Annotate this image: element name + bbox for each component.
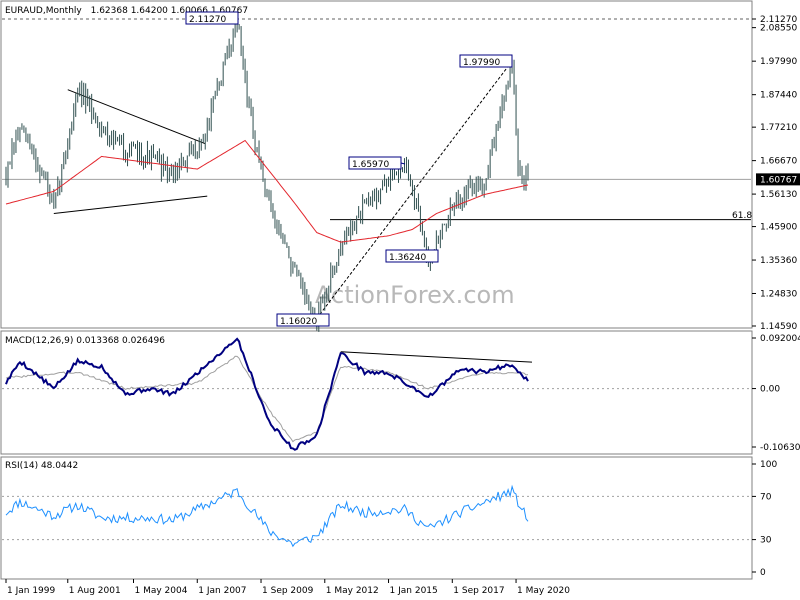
macd-y-tick-label: 0.00 — [760, 385, 780, 395]
macd-line — [5, 337, 529, 451]
macd-signal-line — [5, 355, 529, 443]
price-y-tick-label: 2.11270 — [760, 15, 797, 25]
price-y-tick-label: 1.97990 — [760, 57, 797, 67]
annotation-label: 1.16020 — [280, 317, 317, 327]
annotation-label: 1.97990 — [463, 58, 500, 68]
triangle-upper-trendline — [67, 89, 206, 145]
ohlc-values: 1.62368 1.64200 1.60066 1.60767 — [91, 6, 248, 16]
rsi-y-tick-label: 100 — [760, 460, 777, 470]
price-y-tick-label: 1.14590 — [760, 322, 797, 332]
x-tick-label: 1 May 2004 — [135, 586, 188, 596]
rsi-panel-title: RSI(14) 48.0442 — [5, 461, 78, 471]
annotation-label: 1.65970 — [352, 160, 389, 170]
x-tick-label: 1 Jan 1999 — [7, 586, 55, 596]
macd-y-tick-label: -0.106308 — [760, 443, 800, 453]
price-y-tick-label: 1.35360 — [760, 256, 797, 266]
rsi-panel-frame — [0, 456, 753, 580]
x-tick-label: 1 May 2012 — [326, 586, 379, 596]
x-tick-label: 1 May 2020 — [517, 586, 570, 596]
current-price-label: 1.60767 — [760, 175, 797, 185]
macd-panel-frame — [0, 330, 753, 455]
fib-level-label: 61.8 — [732, 211, 752, 221]
price-panel-title: EURAUD,Monthly 1.62368 1.64200 1.60066 1… — [5, 6, 248, 16]
moving-average-line — [5, 139, 529, 243]
rsi-y-tick-label: 70 — [760, 492, 772, 502]
annotation-label: 1.36240 — [389, 253, 426, 263]
x-tick-label: 1 Jan 2015 — [390, 586, 438, 596]
price-y-tick-label: 1.56130 — [760, 190, 797, 200]
x-tick-label: 1 Sep 2017 — [453, 586, 504, 596]
x-tick-label: 1 Sep 2009 — [262, 586, 314, 596]
macd-resistance-trendline — [340, 351, 533, 363]
triangle-lower-trendline — [53, 195, 208, 215]
price-y-tick-label: 1.45900 — [760, 223, 797, 233]
macd-panel-title: MACD(12,26,9) 0.013368 0.026496 — [5, 336, 165, 346]
annotation-label: 2.11270 — [189, 15, 226, 25]
price-panel-frame — [0, 0, 753, 329]
price-y-tick-label: 1.77210 — [760, 123, 797, 133]
price-y-tick-label: 2.08550 — [760, 24, 797, 34]
x-tick-label: 1 Jan 2007 — [198, 586, 246, 596]
current-price-box — [756, 173, 800, 186]
rsi-y-tick-label: 0 — [760, 568, 766, 578]
macd-y-tick-label: 0.092004 — [760, 334, 800, 344]
rsi-y-tick-label: 30 — [760, 536, 772, 546]
symbol-label: EURAUD,Monthly — [5, 6, 82, 16]
x-tick-label: 1 Aug 2001 — [69, 586, 121, 596]
annotation-connector — [400, 162, 406, 165]
price-y-tick-label: 1.24830 — [760, 289, 797, 299]
rsi-line — [5, 484, 529, 548]
price-y-tick-label: 1.87440 — [760, 91, 797, 101]
price-y-tick-label: 1.66670 — [760, 157, 797, 167]
watermark: ActionForex.com — [315, 281, 515, 309]
